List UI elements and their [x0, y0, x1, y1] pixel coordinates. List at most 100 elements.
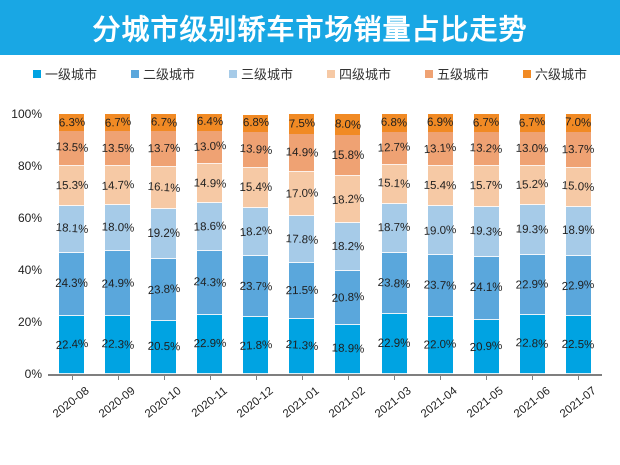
bar-value-label: 20.5% — [147, 341, 181, 354]
bar-value-label: 13.7% — [147, 142, 181, 156]
bar-value-label: 23.7% — [239, 280, 273, 293]
legend-item-1: 一级城市 — [32, 64, 97, 83]
bar-segment-二级城市: 24.3% — [193, 251, 226, 315]
legend-item-3: 三级城市 — [228, 64, 293, 83]
x-tick-label: 2021-03 — [373, 385, 414, 421]
legend-swatch-icon — [523, 69, 532, 78]
bar-segment-六级城市: 8.0% — [334, 114, 362, 136]
x-tick-mark — [209, 376, 211, 380]
legend-item-2: 二级城市 — [130, 64, 195, 83]
x-tick-2020-12: 2020-12 — [235, 376, 276, 428]
x-tick-mark — [578, 376, 580, 380]
bar-segment-三级城市: 18.1% — [55, 205, 88, 253]
bar-value-label: 17.8% — [285, 232, 319, 247]
bar-value-label: 19.2% — [147, 227, 180, 240]
bar-value-label: 18.2% — [331, 240, 365, 254]
bar-value-label: 22.8% — [515, 337, 549, 352]
bar-2021-02: 18.9% 20.8% 18.2% 18.2% 15.8% 8.0% — [331, 114, 365, 374]
bar-value-label: 6.7% — [472, 116, 500, 130]
bar-segment-五级城市: 13.9% — [239, 132, 272, 169]
bar-value-label: 14.7% — [100, 178, 135, 193]
bar-value-label: 6.8% — [380, 116, 408, 130]
bar-segment-三级城市: 18.6% — [193, 203, 226, 252]
x-tick-label: 2021-01 — [281, 385, 322, 421]
bar-segment-四级城市: 15.2% — [516, 165, 549, 206]
bar-2021-03: 22.9% 23.8% 18.7% 15.1% 12.7% 6.8% — [377, 114, 411, 374]
bar-segment-六级城市: 6.7% — [104, 114, 131, 132]
bar-value-label: 6.7% — [150, 116, 178, 130]
bar-segment-三级城市: 18.2% — [239, 208, 272, 256]
bar-segment-三级城市: 19.3% — [470, 206, 503, 258]
bar-segment-六级城市: 6.7% — [518, 114, 546, 132]
bar-segment-三级城市: 18.2% — [332, 223, 364, 271]
bar-value-label: 24.3% — [55, 278, 88, 291]
bar-segment-四级城市: 14.9% — [193, 164, 226, 204]
bar-segment-六级城市: 6.8% — [242, 114, 270, 133]
bar-value-label: 8.0% — [334, 117, 362, 132]
x-tick-2021-06: 2021-06 — [512, 376, 552, 428]
bar-value-label: 15.2% — [515, 178, 549, 193]
bar-value-label: 24.1% — [469, 282, 503, 295]
bar-segment-二级城市: 20.8% — [331, 270, 365, 325]
bar-value-label: 22.9% — [515, 278, 549, 292]
bar-value-label: 22.9% — [561, 278, 596, 293]
bar-segment-二级城市: 24.9% — [101, 251, 134, 317]
bar-value-label: 19.3% — [469, 224, 503, 240]
bar-segment-一级城市: 21.3% — [285, 318, 319, 374]
bar-segment-一级城市: 22.8% — [516, 314, 549, 374]
bar-segment-一级城市: 22.9% — [378, 314, 410, 374]
bar-segment-一级城市: 20.5% — [147, 320, 180, 374]
bar-segment-四级城市: 18.2% — [331, 176, 365, 224]
legend-swatch-icon — [425, 69, 434, 78]
x-tick-2020-10: 2020-10 — [143, 376, 184, 428]
bar-value-label: 18.7% — [377, 221, 411, 235]
x-tick-2020-11: 2020-11 — [190, 376, 230, 428]
bar-value-label: 22.9% — [193, 337, 227, 351]
bar-2020-11: 22.9% 24.3% 18.6% 14.9% 13.0% 6.4% — [193, 114, 226, 374]
bar-value-label: 6.8% — [242, 117, 270, 130]
legend-item-6: 六级城市 — [523, 64, 587, 83]
legend-label: 一级城市 — [44, 67, 97, 82]
bar-segment-四级城市: 15.4% — [240, 168, 272, 209]
x-tick-mark — [117, 376, 119, 380]
bar-segment-四级城市: 14.7% — [101, 166, 134, 205]
bar-segment-一级城市: 20.9% — [470, 319, 503, 374]
bar-value-label: 15.4% — [423, 179, 457, 193]
bar-segment-六级城市: 6.7% — [150, 114, 178, 132]
bar-segment-五级城市: 13.0% — [516, 131, 549, 166]
bar-value-label: 22.4% — [54, 337, 89, 352]
bar-value-label: 12.7% — [377, 141, 411, 155]
x-tick-label: 2020-09 — [96, 385, 138, 421]
bar-value-label: 15.1% — [377, 177, 411, 192]
bar-value-label: 18.1% — [54, 221, 89, 237]
x-tick-2020-08: 2020-08 — [51, 376, 91, 428]
x-tick-2020-09: 2020-09 — [97, 376, 137, 428]
bar-segment-四级城市: 16.1% — [147, 167, 180, 209]
x-tick-label: 2020-10 — [142, 385, 184, 421]
bar-segment-二级城市: 21.5% — [285, 262, 318, 319]
legend-item-4: 四级城市 — [327, 64, 391, 83]
bar-value-label: 19.0% — [423, 223, 457, 238]
bar-segment-五级城市: 14.9% — [285, 133, 318, 173]
x-tick-2021-04: 2021-04 — [419, 376, 460, 428]
stacked-bar-chart: 0% 20% 40% 60% 80% 100% 22.4% 24.3% 18.1% 15.3% 1… — [11, 107, 602, 381]
bar-segment-六级城市: 6.7% — [472, 114, 500, 132]
x-tick-label: 2021-04 — [419, 385, 461, 421]
bar-value-label: 7.0% — [564, 116, 592, 130]
bar-2020-10: 20.5% 23.8% 19.2% 16.1% 13.7% 6.7% — [147, 114, 180, 374]
bar-segment-一级城市: 22.0% — [424, 316, 457, 374]
x-tick-label: 2020-08 — [50, 385, 92, 421]
x-tick-mark — [440, 376, 442, 380]
x-tick-label: 2021-05 — [465, 385, 507, 421]
y-tick-label: 80% — [17, 159, 42, 173]
bar-value-label: 21.8% — [239, 338, 273, 353]
bar-2020-08: 22.4% 24.3% 18.1% 15.3% 13.5% 6.3% — [55, 114, 88, 374]
bar-segment-一级城市: 22.4% — [55, 315, 88, 374]
bar-segment-三级城市: 17.8% — [285, 216, 318, 263]
bar-value-label: 6.7% — [518, 116, 546, 130]
legend-label: 三级城市 — [240, 67, 293, 82]
x-tick-label: 2021-02 — [327, 385, 368, 421]
bar-value-label: 18.2% — [331, 192, 365, 207]
legend-swatch-icon — [130, 69, 139, 78]
bar-value-label: 6.3% — [58, 116, 85, 129]
